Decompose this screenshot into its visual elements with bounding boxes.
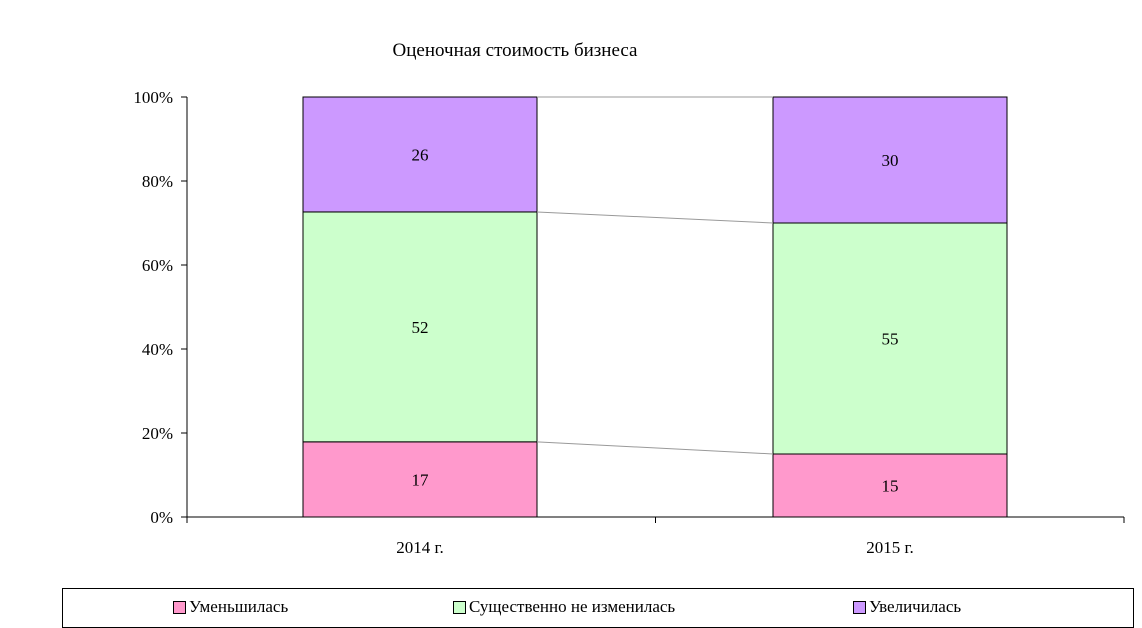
y-tick-label: 0% [150,508,173,527]
bar-segment [302,96,538,213]
data-label: 26 [412,145,429,164]
chart-title: Оценочная стоимость бизнеса [393,40,639,61]
legend-swatch [853,600,866,614]
x-category-label: 2014 г. [396,538,444,557]
legend-item: Увеличилась [853,597,961,617]
legend: Уменьшилась Существенно не изменилась Увел… [62,588,1134,628]
data-label: 30 [882,151,899,170]
bar-segment [302,441,538,518]
legend-label: Существенно не изменилась [469,597,676,616]
bar-segment [772,222,1008,455]
y-tick-label: 60% [142,256,173,275]
data-label: 17 [412,470,430,489]
x-category-label: 2015 г. [866,538,914,557]
data-label: 55 [882,330,899,349]
data-label: 15 [882,477,899,496]
series-line [536,441,774,455]
bar-segment [772,96,1008,224]
legend-swatch [173,600,186,614]
plot-area: 0% 20% 40% 60% 80% 100% 17 52 26 2014 г. 15 55 30 201… [133,88,1125,557]
y-tick-label: 80% [142,172,173,191]
data-label: 52 [412,318,429,337]
legend-label: Увеличилась [869,597,962,616]
legend-swatch [453,600,466,614]
legend-label: Уменьшилась [189,597,289,616]
legend-item: Уменьшилась [173,597,288,617]
y-tick-label: 100% [133,88,173,107]
bar-segment [302,211,538,443]
y-tick-label: 40% [142,340,173,359]
y-tick-label: 20% [142,424,173,443]
bar-segment [772,453,1008,518]
series-line [536,211,774,224]
legend-item: Существенно не изменилась [453,597,675,617]
